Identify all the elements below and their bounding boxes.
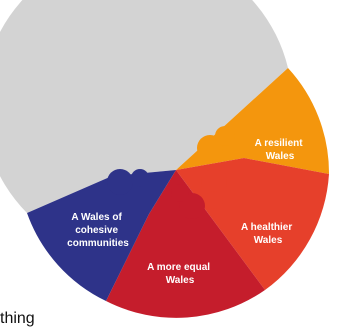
segment-equal	[106, 170, 265, 318]
label-resilient: A resilient Wales	[255, 138, 306, 162]
label-healthier: A healthier Wales	[241, 222, 295, 246]
label-resilient-line-2: Wales	[266, 151, 295, 162]
knob-resilient	[197, 135, 223, 161]
knob-healthier	[201, 169, 227, 195]
knob-healthier-2	[205, 191, 223, 209]
label-cohesive-line-1: A Wales of	[71, 212, 122, 223]
knob-equal-2	[171, 184, 189, 202]
label-equal: A more equal Wales	[147, 262, 213, 286]
cutoff-text: thing	[0, 310, 35, 327]
label-resilient-line-1: A resilient	[255, 138, 304, 149]
label-healthier-line-1: A healthier	[241, 222, 292, 233]
label-equal-line-2: Wales	[166, 275, 195, 286]
label-cohesive-line-3: communities	[67, 238, 129, 249]
label-cohesive-line-2: cohesive	[75, 225, 118, 236]
knob-cohesive-2	[131, 169, 149, 187]
label-healthier-line-2: Wales	[254, 235, 283, 246]
label-cohesive: A Wales of cohesive communities	[67, 212, 129, 249]
label-equal-line-1: A more equal	[147, 262, 210, 273]
knob-resilient-2	[215, 126, 235, 146]
segment-cohesive	[27, 170, 176, 301]
segment-top	[0, 0, 288, 213]
knob-cohesive	[107, 169, 133, 195]
